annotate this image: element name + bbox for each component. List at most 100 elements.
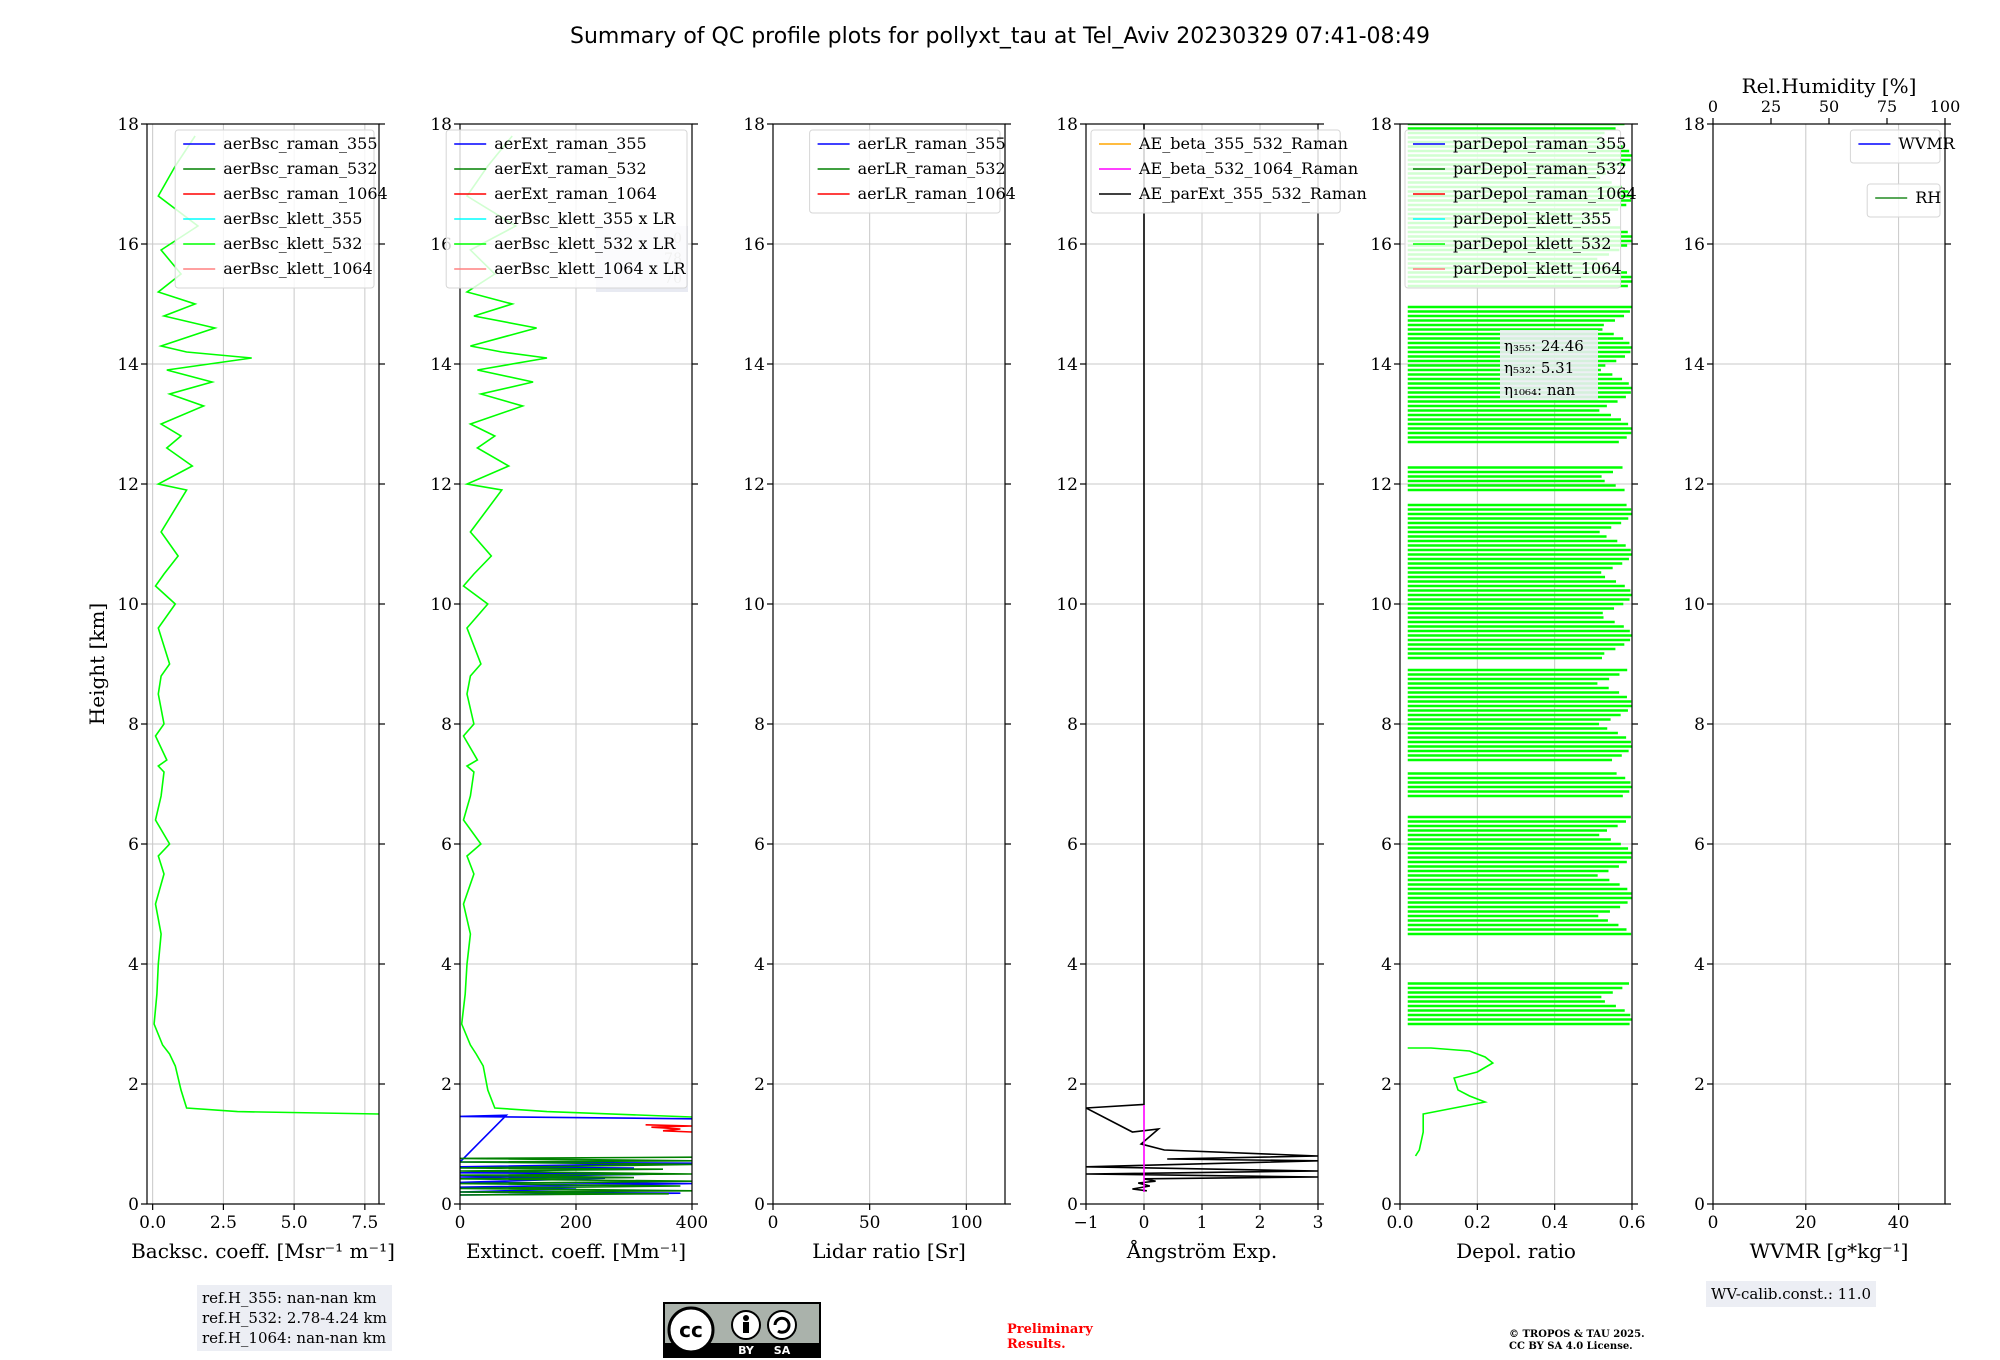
legend-entry: AE_beta_355_532_Raman (1138, 134, 1348, 153)
legend-entry: parDepol_raman_355 (1453, 134, 1626, 153)
y-tick-label: 16 (1056, 235, 1078, 255)
x-tick-label: 0.0 (1386, 1213, 1413, 1233)
y-tick-label: 4 (128, 955, 139, 975)
y-tick-label: 6 (1381, 835, 1392, 855)
legend-entry: parDepol_klett_532 (1453, 234, 1611, 253)
x-tick-label: −1 (1073, 1213, 1098, 1233)
y-tick-label: 10 (743, 595, 765, 615)
legend-entry: RH (1915, 188, 1941, 207)
x-tick-label: 3 (1313, 1213, 1324, 1233)
y-tick-label: 12 (1056, 475, 1078, 495)
axes-frame (1712, 123, 1946, 1205)
legend-entry: parDepol_raman_532 (1453, 159, 1626, 178)
y-tick-label: 0 (1067, 1195, 1078, 1215)
y-tick-label: 4 (1381, 955, 1392, 975)
y-tick-label: 14 (1056, 355, 1078, 375)
x-tick-label: 0 (1139, 1213, 1150, 1233)
y-tick-label: 12 (1683, 475, 1705, 495)
x-tick-label: 0 (455, 1213, 466, 1233)
legend-entry: aerExt_raman_532 (494, 159, 647, 178)
panel-5: 0 2 4 6 8 10 12 14 16 18 0.0 0.2 0.4 0.6 Depol. ratio p… (1370, 115, 1645, 1263)
top-x-tick-label: 100 (1930, 97, 1961, 116)
y-tick-label: 18 (117, 115, 139, 135)
x-tick-label: 20 (1795, 1213, 1817, 1233)
legend-box (445, 129, 688, 289)
svg-text:BY: BY (738, 1344, 755, 1357)
y-tick-label: 2 (754, 1075, 765, 1095)
annotation-line: η₃₅₅: 24.46 (1504, 337, 1584, 355)
y-tick-label: 18 (1683, 115, 1705, 135)
y-tick-label: 6 (1694, 835, 1705, 855)
legend-box (1849, 129, 1941, 164)
legend: parDepol_raman_355 parDepol_raman_532 parD… (1404, 129, 1637, 289)
y-axis-label: Height [km] (85, 603, 109, 725)
y-tick-label: 4 (441, 955, 452, 975)
y-tick-label: 12 (117, 475, 139, 495)
y-tick-label: 0 (754, 1195, 765, 1215)
y-tick-label: 14 (1370, 355, 1392, 375)
legend: AE_beta_355_532_Raman AE_beta_532_1064_Ra… (1090, 129, 1367, 214)
figure-title: Summary of QC profile plots for pollyxt_… (570, 24, 1430, 49)
y-tick-label: 10 (117, 595, 139, 615)
y-tick-label: 2 (1694, 1075, 1705, 1095)
y-tick-label: 0 (441, 1195, 452, 1215)
x-tick-label: 40 (1888, 1213, 1910, 1233)
legend-entry: aerBsc_raman_1064 (223, 184, 388, 203)
x-tick-label: 2.5 (210, 1213, 237, 1233)
y-tick-label: 16 (1683, 235, 1705, 255)
y-tick-label: 2 (128, 1075, 139, 1095)
y-tick-label: 10 (430, 595, 452, 615)
legend-box (1866, 183, 1941, 218)
refh-355: ref.H_355: nan-nan km (202, 1289, 377, 1307)
y-tick-label: 6 (1067, 835, 1078, 855)
legend-entry: aerBsc_raman_532 (223, 159, 377, 178)
x-tick-label: 0.0 (139, 1213, 166, 1233)
y-tick-label: 6 (441, 835, 452, 855)
y-tick-label: 2 (1381, 1075, 1392, 1095)
x-axis-label: WVMR [g*kg⁻¹] (1750, 1239, 1909, 1263)
plot-area (153, 135, 379, 1115)
legend-box (809, 129, 1001, 214)
x-tick-label: 7.5 (351, 1213, 378, 1233)
y-tick-label: 10 (1683, 595, 1705, 615)
y-tick-label: 12 (743, 475, 765, 495)
y-tick-label: 0 (1381, 1195, 1392, 1215)
legend-entry: AE_parExt_355_532_Raman (1138, 184, 1367, 203)
x-tick-label: 200 (560, 1213, 592, 1233)
series-line-aerBsc_klett_532 (153, 135, 379, 1115)
legend-entry: aerBsc_klett_532 (223, 234, 362, 253)
reference-height-box: ref.H_355: nan-nan km ref.H_532: 2.78-4.… (197, 1285, 392, 1351)
svg-text:cc: cc (679, 1318, 703, 1342)
top-x-tick-label: 75 (1877, 97, 1897, 116)
y-tick-label: 4 (754, 955, 765, 975)
axes-frame (1399, 123, 1633, 1205)
y-tick-label: 14 (1683, 355, 1705, 375)
svg-text:SA: SA (774, 1344, 791, 1357)
y-tick-label: 16 (743, 235, 765, 255)
legend: aerLR_raman_355 aerLR_raman_532 aerLR_rama… (809, 129, 1016, 214)
y-tick-label: 8 (441, 715, 452, 735)
x-tick-label: 100 (950, 1213, 982, 1233)
legend-entry: aerBsc_raman_355 (223, 134, 377, 153)
x-axis-label: Backsc. coeff. [Msr⁻¹ m⁻¹] (131, 1239, 395, 1263)
y-tick-label: 2 (441, 1075, 452, 1095)
plot-area (1086, 124, 1318, 1192)
y-tick-label: 12 (1370, 475, 1392, 495)
preliminary-note: Preliminary Results. (1007, 1322, 1093, 1352)
y-tick-label: 14 (117, 355, 139, 375)
y-tick-label: 0 (128, 1195, 139, 1215)
y-tick-label: 14 (743, 355, 765, 375)
refh-532: ref.H_532: 2.78-4.24 km (202, 1309, 387, 1327)
legend-box (1090, 129, 1341, 214)
top-x-tick-label: 0 (1708, 97, 1718, 116)
legend-entry: aerExt_raman_1064 (494, 184, 657, 203)
legend-entry: aerExt_raman_355 (494, 134, 647, 153)
legend-entry: aerBsc_klett_1064 x LR (494, 259, 686, 278)
legend: aerExt_raman_355 aerExt_raman_532 aerExt_r… (445, 129, 688, 289)
y-tick-label: 16 (1370, 235, 1392, 255)
legend-secondary: RH (1866, 183, 1941, 218)
refh-1064: ref.H_1064: nan-nan km (202, 1329, 387, 1347)
